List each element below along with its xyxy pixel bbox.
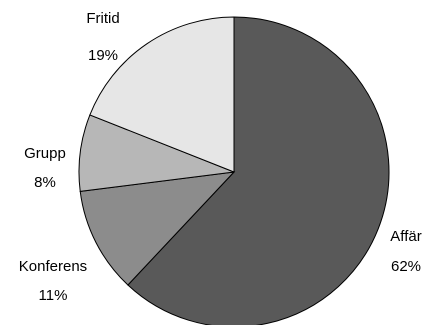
pie-slices (78, 16, 390, 325)
slice-percent-fritid: 19% (88, 47, 118, 64)
pie-slice-fritid (89, 16, 235, 173)
pie-slice-affar (127, 16, 390, 325)
slice-label-fritid: Fritid (86, 10, 119, 27)
pie-labels: Affär 62% Konferens 11% Grupp 8% Fritid 19% (19, 10, 422, 304)
slice-percent-grupp: 8% (34, 174, 56, 191)
pie-slice-konferens (79, 171, 236, 286)
slice-percent-konferens: 11% (39, 287, 68, 304)
slice-label-konferens: Konferens (19, 258, 87, 275)
slice-label-affar: Affär (390, 228, 421, 245)
slice-label-grupp: Grupp (24, 145, 66, 162)
slice-percent-affar: 62% (391, 258, 421, 275)
